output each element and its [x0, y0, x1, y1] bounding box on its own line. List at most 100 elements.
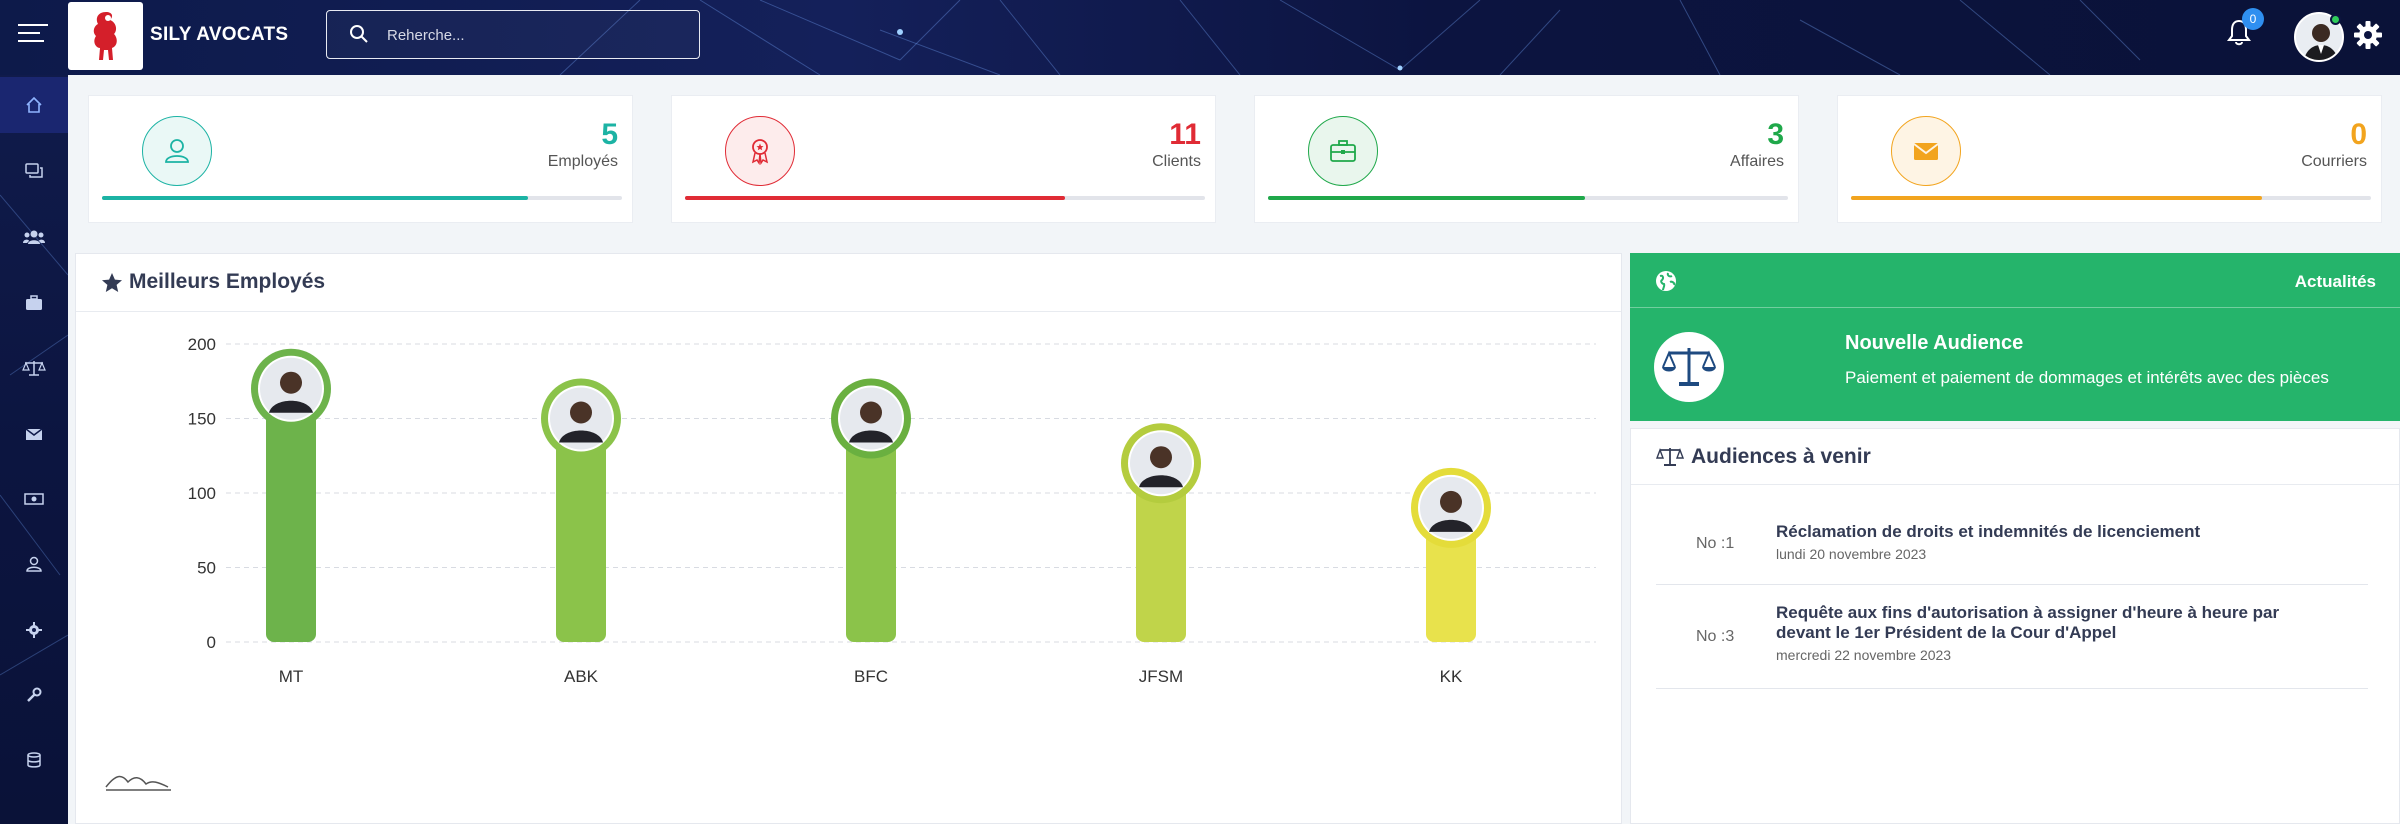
- stat-progress: [1851, 196, 2371, 200]
- users-icon: [23, 230, 45, 244]
- logo-icon: [93, 12, 117, 60]
- hamburger-menu-button[interactable]: [18, 24, 48, 50]
- bar: [556, 418, 606, 642]
- bar: [266, 388, 316, 642]
- bar: [846, 418, 896, 642]
- hearing-number: No :1: [1696, 535, 1735, 552]
- employee-avatar: [550, 387, 612, 450]
- hearing-date: mercredi 22 novembre 2023: [1776, 647, 1952, 663]
- employee-avatar: [1420, 476, 1482, 539]
- award-icon: [751, 139, 769, 166]
- brand-name: SILY AVOCATS: [150, 24, 289, 45]
- news-header-label: Actualités: [2294, 272, 2376, 291]
- user-icon: [165, 139, 189, 163]
- sidebar-item-team[interactable]: [0, 209, 68, 265]
- top-bar: SILY AVOCATS 0: [0, 0, 2400, 75]
- sidebar-item-settings[interactable]: [0, 602, 68, 658]
- notification-badge: 0: [2242, 8, 2264, 30]
- sparkline-icon: [105, 775, 169, 788]
- panel-title: Audiences à venir: [1691, 445, 1871, 468]
- sidebar-item-hearings[interactable]: [0, 340, 68, 396]
- hearing-title[interactable]: Réclamation de droits et indemnités de l…: [1776, 522, 2201, 541]
- scale-icon: [1656, 448, 1684, 466]
- logo[interactable]: [68, 2, 143, 70]
- stat-progress: [685, 196, 1205, 200]
- employee-avatar: [1130, 432, 1192, 495]
- search-icon: [350, 25, 368, 43]
- hearing-title[interactable]: Requête aux fins d'autorisation à assign…: [1776, 603, 2280, 642]
- stat-value: 3: [1767, 118, 1784, 151]
- search-box[interactable]: [326, 10, 700, 59]
- x-category-label: ABK: [564, 667, 599, 686]
- stat-value: 0: [2350, 118, 2367, 151]
- envelope-icon: [25, 428, 43, 440]
- database-icon: [27, 752, 41, 768]
- star-icon: [102, 273, 122, 292]
- x-category-label: KK: [1440, 667, 1463, 686]
- news-title: Nouvelle Audience: [1845, 332, 2024, 354]
- sidebar-item-messages[interactable]: [0, 143, 68, 199]
- stat-card-employees[interactable]: 5 Employés: [88, 95, 633, 223]
- upcoming-hearings-panel: Audiences à venir No :1 Réclamation de d…: [1630, 428, 2400, 824]
- news-icon-circle: [1654, 332, 1724, 402]
- stat-progress: [102, 196, 622, 200]
- scale-icon: [1662, 348, 1716, 386]
- y-tick-label: 50: [197, 559, 216, 578]
- sidebar-item-database[interactable]: [0, 732, 68, 788]
- sidebar-item-finance[interactable]: [0, 471, 68, 527]
- y-tick-label: 150: [188, 410, 216, 429]
- news-header: Actualités: [1630, 253, 2400, 308]
- gear-icon: [26, 622, 42, 638]
- bar: [1136, 463, 1186, 642]
- y-tick-label: 0: [207, 633, 216, 652]
- panel-title: Meilleurs Employés: [129, 270, 326, 293]
- hearing-number: No :3: [1696, 628, 1735, 645]
- money-icon: [24, 493, 44, 505]
- stat-card-cases[interactable]: 3 Affaires: [1254, 95, 1799, 223]
- sidebar-item-cases[interactable]: [0, 275, 68, 331]
- user-icon: [26, 556, 42, 572]
- hearing-row[interactable]: No :3 Requête aux fins d'autorisation à …: [1656, 585, 2368, 689]
- sidebar-item-home[interactable]: [0, 77, 68, 133]
- y-tick-label: 200: [188, 335, 216, 354]
- wrench-icon: [27, 687, 42, 702]
- stat-circle: [725, 116, 795, 186]
- avatar-icon: [2296, 14, 2342, 60]
- scale-icon: [22, 361, 46, 376]
- stat-value: 5: [601, 118, 618, 151]
- sidebar-item-mail[interactable]: [0, 406, 68, 462]
- sidebar-item-clients[interactable]: [0, 536, 68, 592]
- stat-progress: [1268, 196, 1788, 200]
- stat-value: 11: [1169, 118, 1201, 151]
- stat-card-mail[interactable]: 0 Courriers: [1837, 95, 2382, 223]
- employee-avatar: [840, 387, 902, 450]
- chat-icon: [25, 163, 43, 178]
- news-panel[interactable]: Actualités Nouvelle Audience Paiement et…: [1630, 253, 2400, 421]
- stat-circle: [1308, 116, 1378, 186]
- stat-circle: [1891, 116, 1961, 186]
- news-text: Paiement et paiement de dommages et inté…: [1845, 368, 2329, 387]
- sidebar-item-tools[interactable]: [0, 667, 68, 723]
- stat-label: Clients: [1152, 153, 1201, 170]
- search-input[interactable]: [387, 21, 687, 49]
- stat-card-clients[interactable]: 11 Clients: [671, 95, 1216, 223]
- briefcase-icon: [1330, 140, 1356, 162]
- x-category-label: MT: [279, 667, 304, 686]
- sidebar: [0, 75, 68, 824]
- employee-avatar: [260, 357, 322, 420]
- home-icon: [26, 96, 42, 113]
- x-category-label: BFC: [854, 667, 888, 686]
- stat-label: Affaires: [1730, 153, 1784, 170]
- y-tick-label: 100: [188, 484, 216, 503]
- best-employees-chart: 200 150 100 50 0 MT ABK BFC JFSM KK: [105, 335, 1596, 791]
- settings-gear-icon[interactable]: [2352, 19, 2384, 51]
- briefcase-icon: [26, 295, 42, 310]
- stat-label: Employés: [547, 153, 618, 170]
- panel-header: Audiences à venir: [1631, 429, 2399, 485]
- hearing-row[interactable]: No :1 Réclamation de droits et indemnité…: [1656, 501, 2368, 585]
- best-employees-panel: Meilleurs Employés 200 150 100 50 0 MT ABK BFC J…: [75, 253, 1622, 824]
- hearing-date: lundi 20 novembre 2023: [1776, 546, 1927, 562]
- online-status-dot: [2330, 14, 2341, 25]
- x-category-label: JFSM: [1139, 667, 1183, 686]
- globe-icon: [1656, 271, 1676, 291]
